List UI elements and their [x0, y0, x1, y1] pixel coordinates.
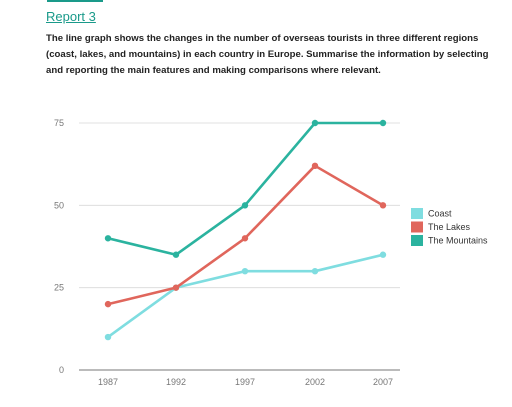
data-point-coast — [104, 333, 112, 341]
data-point-the-lakes — [311, 162, 319, 170]
data-point-coast — [311, 268, 319, 275]
legend-swatch-coast — [411, 208, 423, 219]
chart-legend: Coast The Lakes The Mountains — [411, 208, 488, 246]
y-tick-label: 75 — [54, 118, 64, 128]
legend-swatch-the-mountains — [411, 235, 423, 246]
x-tick-label: 2002 — [305, 377, 325, 387]
report-link[interactable]: Report 3 — [46, 9, 96, 24]
x-tick-label: 1997 — [235, 377, 255, 387]
data-point-the-mountains — [379, 119, 387, 127]
x-tick-label: 1987 — [98, 377, 118, 387]
y-tick-label: 25 — [54, 283, 64, 293]
legend-label-the-mountains: The Mountains — [428, 236, 488, 246]
chart-series — [104, 119, 387, 341]
y-tick-label: 50 — [54, 200, 64, 210]
data-point-the-lakes — [379, 202, 387, 209]
chart-axes: 0 25 50 75 1987 1992 1997 2002 2007 — [54, 118, 400, 387]
legend-swatch-the-lakes — [411, 221, 423, 233]
header-accent-line — [47, 0, 103, 2]
x-tick-label: 1992 — [166, 377, 186, 387]
data-point-the-lakes — [241, 235, 249, 242]
task-prompt: The line graph shows the changes in the … — [46, 33, 489, 76]
data-point-the-mountains — [241, 202, 249, 209]
data-point-the-mountains — [172, 251, 180, 258]
legend-label-coast: Coast — [428, 209, 452, 219]
data-point-coast — [379, 251, 387, 258]
series-line-coast — [106, 253, 385, 339]
series-line-the-lakes — [106, 164, 385, 306]
data-point-the-lakes — [172, 284, 180, 291]
data-point-the-mountains — [311, 119, 319, 127]
data-point-the-mountains — [104, 235, 112, 242]
series-line-the-mountains — [106, 121, 385, 257]
data-point-coast — [241, 268, 249, 275]
x-tick-label: 2007 — [373, 377, 393, 387]
legend-label-the-lakes: The Lakes — [428, 222, 471, 232]
data-point-the-lakes — [104, 300, 112, 308]
y-tick-label: 0 — [59, 365, 64, 375]
